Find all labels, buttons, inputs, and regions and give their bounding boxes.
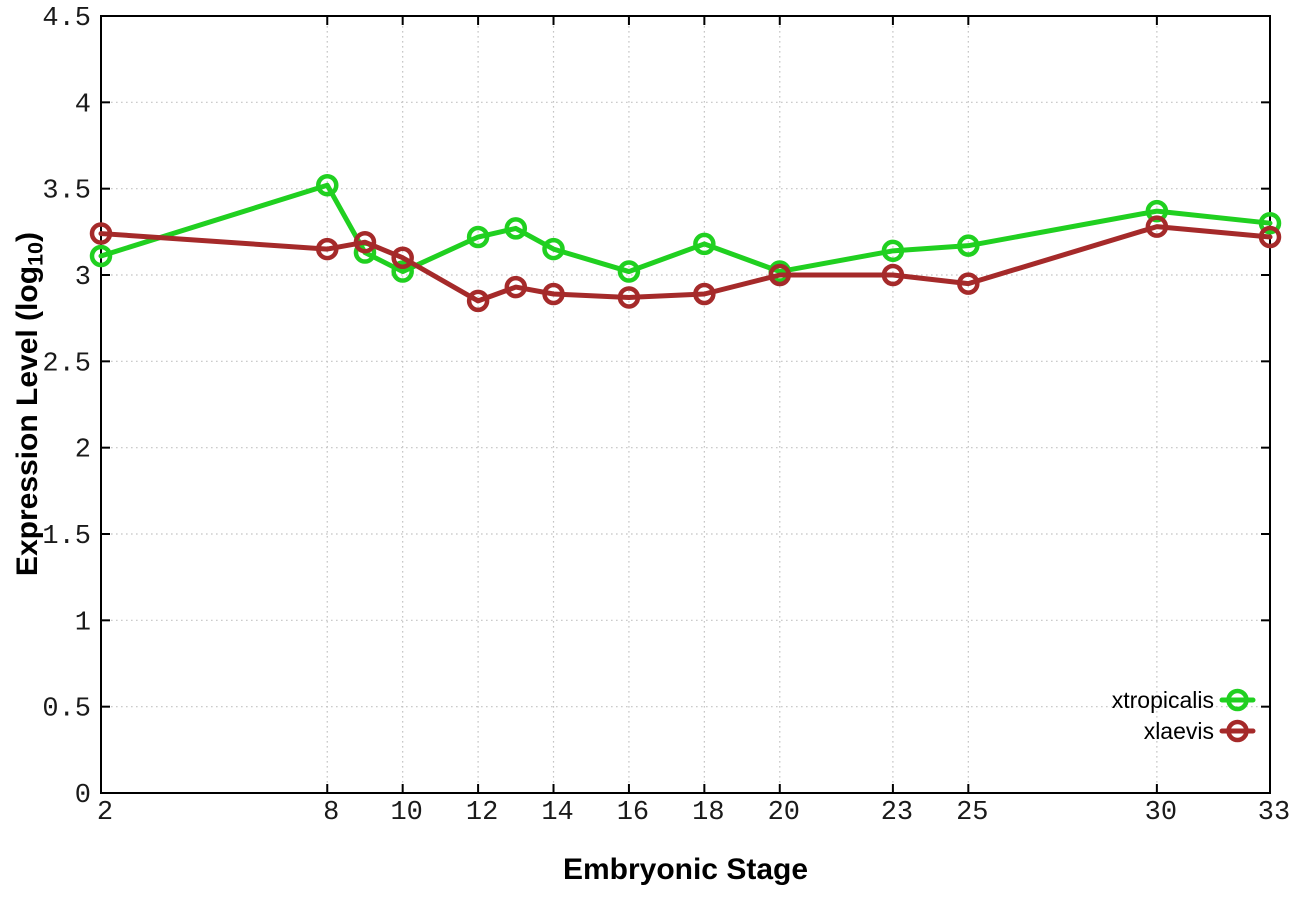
x-tick-label: 10 [390, 798, 422, 828]
data-point-marker-xlaevis [504, 275, 528, 299]
data-point-marker-xtropicalis [957, 234, 980, 257]
data-point-marker-xlaevis [316, 237, 339, 261]
x-tick-label: 8 [323, 798, 339, 828]
x-tick-label: 16 [617, 798, 649, 828]
data-point-marker-xtropicalis [466, 225, 490, 249]
y-tick-label: 4 [75, 90, 91, 120]
data-point-marker-xlaevis [693, 282, 716, 306]
data-point-marker-xlaevis [768, 263, 792, 287]
data-point-marker-xtropicalis [881, 239, 905, 263]
data-point-marker-xlaevis [89, 222, 113, 245]
data-point-marker-xlaevis [1258, 225, 1282, 249]
x-tick-label: 12 [466, 798, 498, 828]
x-tick-label: 25 [956, 798, 988, 828]
y-axis-title: Expression Level (log10) [8, 4, 48, 804]
y-tick-label: 1.5 [42, 522, 91, 552]
data-point-marker-xtropicalis [1145, 199, 1169, 223]
x-tick-label: 14 [541, 798, 573, 828]
data-point-marker-xlaevis [957, 272, 980, 295]
plot-area [101, 16, 1270, 793]
data-point-marker-xlaevis [391, 246, 414, 269]
data-point-marker-xlaevis [542, 282, 565, 306]
data-point-marker-xlaevis [881, 263, 905, 287]
data-point-marker-xtropicalis [89, 244, 113, 268]
y-tick-label: 0 [75, 781, 91, 811]
data-point-marker-xlaevis [353, 230, 377, 254]
y-tick-label: 2.5 [42, 349, 91, 379]
x-tick-label: 33 [1258, 798, 1290, 828]
data-point-marker-xtropicalis [1258, 211, 1282, 235]
data-point-marker-xlaevis [1145, 215, 1169, 238]
data-point-marker-xtropicalis [391, 260, 414, 283]
x-tick-label: 2 [97, 798, 113, 828]
data-point-marker-xtropicalis [504, 217, 528, 240]
data-point-marker-xtropicalis [693, 232, 716, 256]
plot-border [100, 15, 1271, 794]
data-point-marker-xlaevis [466, 289, 490, 313]
legend-marker-icon-xlaevis [1226, 719, 1249, 743]
y-tick-label: 4.5 [42, 4, 91, 34]
x-tick-label: 18 [692, 798, 724, 828]
legend-label-xlaevis: xlaevis [1144, 718, 1214, 744]
data-point-marker-xtropicalis [316, 173, 339, 197]
y-axis-title-subscript: 10 [22, 241, 48, 266]
y-tick-label: 2 [75, 436, 91, 466]
y-axis-title-text: Expression Level (log [11, 265, 44, 577]
x-axis-title: Embryonic Stage [562, 853, 809, 886]
legend-marker-icon-xtropicalis [1226, 688, 1249, 712]
x-tick-label: 20 [768, 798, 800, 828]
y-tick-label: 3 [75, 263, 91, 293]
data-point-marker-xtropicalis [617, 260, 641, 283]
y-tick-label: 0.5 [42, 695, 91, 725]
x-tick-label: 23 [881, 798, 913, 828]
y-axis-title-close: ) [11, 231, 44, 242]
y-tick-label: 1 [75, 608, 91, 638]
data-point-marker-xtropicalis [542, 237, 565, 261]
x-tick-label: 30 [1145, 798, 1177, 828]
data-point-marker-xlaevis [617, 286, 641, 309]
legend-label-xtropicalis: xtropicalis [1112, 687, 1214, 713]
y-tick-label: 3.5 [42, 177, 91, 207]
